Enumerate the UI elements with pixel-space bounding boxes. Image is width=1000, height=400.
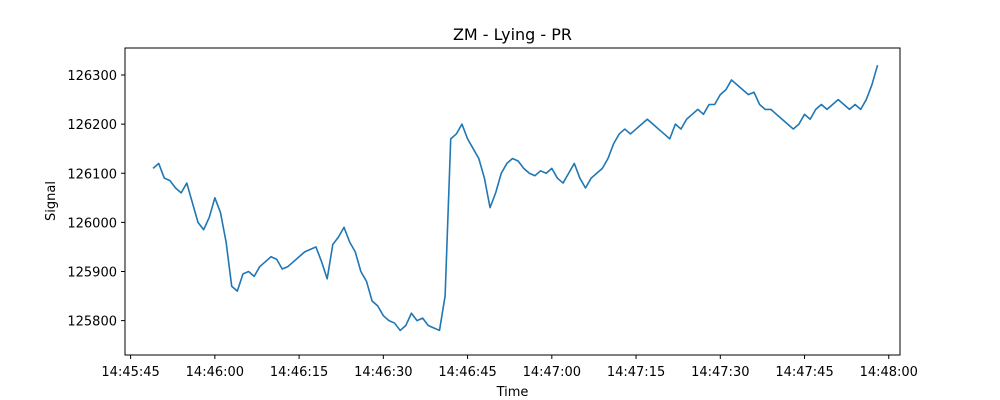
y-axis-label: Signal	[44, 181, 59, 221]
x-tick-label: 14:46:30	[354, 365, 412, 380]
x-tick-label: 14:47:30	[691, 365, 749, 380]
x-tick-label: 14:47:15	[607, 365, 665, 380]
y-tick-label: 126100	[67, 167, 117, 182]
chart-title: ZM - Lying - PR	[453, 25, 572, 44]
plot-frame	[124, 47, 901, 356]
y-tick-label: 126200	[67, 118, 117, 133]
y-tick-label: 125800	[67, 315, 117, 330]
x-tick-label: 14:46:15	[270, 365, 328, 380]
y-tick-label: 125900	[67, 265, 117, 280]
x-tick-label: 14:46:45	[438, 365, 496, 380]
plot-area	[124, 47, 901, 356]
y-axis: 125800 125900 126000 126100 126200 126300	[67, 69, 125, 330]
y-tick-label: 126000	[67, 216, 117, 231]
x-tick-label: 14:47:00	[523, 365, 581, 380]
x-axis: 14:45:45 14:46:00 14:46:15 14:46:30 14:46:45…	[101, 355, 918, 380]
x-axis-label: Time	[496, 385, 529, 400]
x-tick-label: 14:48:00	[860, 365, 918, 380]
signal-series-line	[152, 64, 879, 332]
x-tick-label: 14:45:45	[101, 365, 159, 380]
x-tick-label: 14:46:00	[186, 365, 244, 380]
y-tick-label: 126300	[67, 69, 117, 84]
x-tick-label: 14:47:45	[775, 365, 833, 380]
